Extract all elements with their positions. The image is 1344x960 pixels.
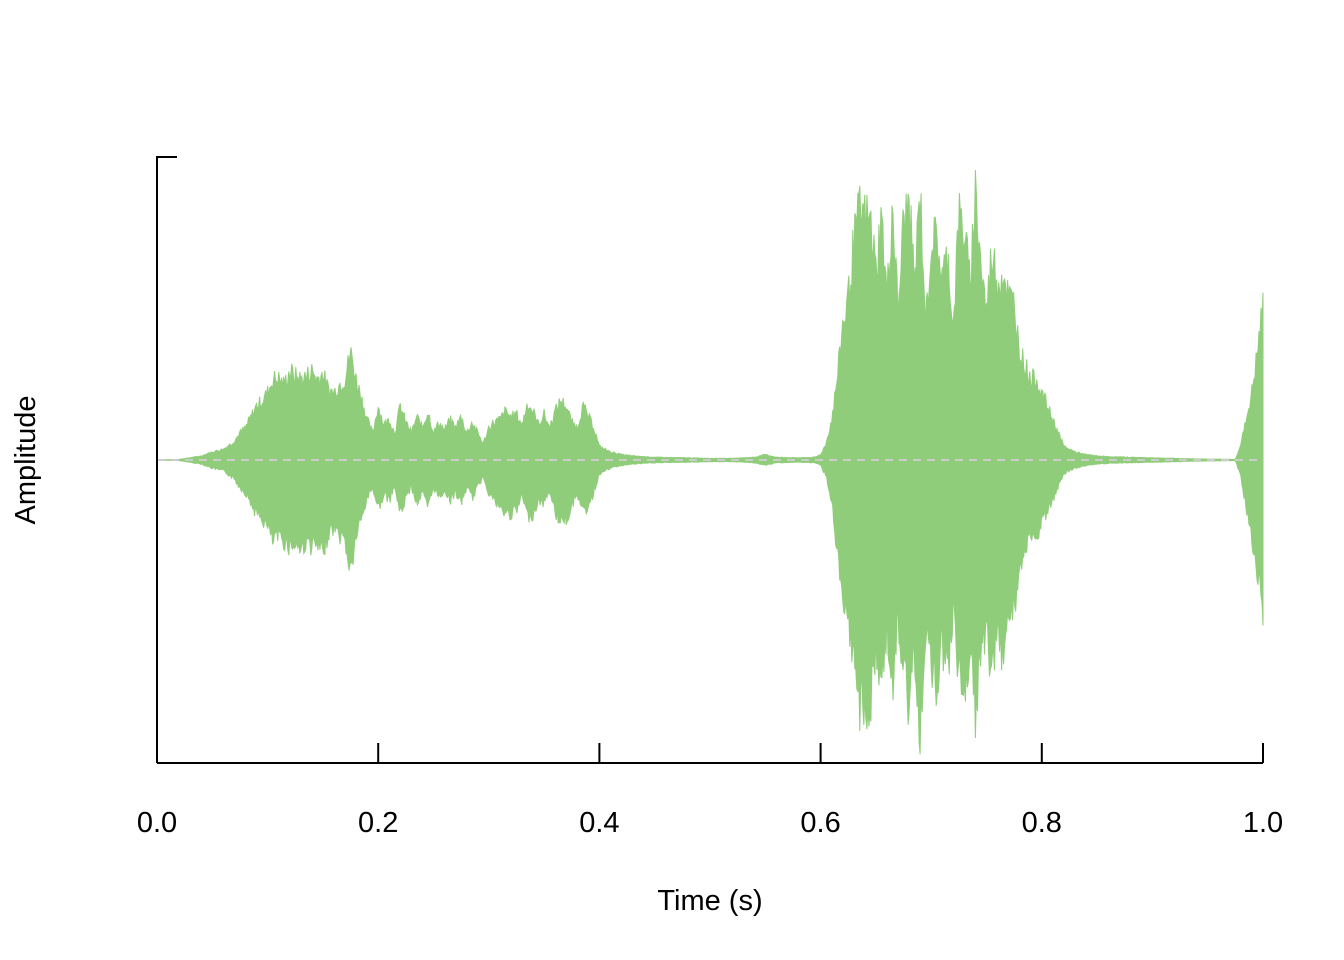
x-tick-label: 1.0 [1243,807,1283,839]
y-axis-line [156,156,177,763]
y-axis-label: Amplitude [10,396,42,525]
x-tick-label: 0.8 [1022,807,1062,839]
x-axis-label: Time (s) [657,885,762,917]
plot-area [157,169,1264,755]
x-axis: 0.0 0.2 0.4 0.6 0.8 1.0 [137,743,1283,839]
waveform-area [157,169,1264,755]
x-tick-label: 0.2 [358,807,398,839]
x-tick-label: 0.0 [137,807,177,839]
x-tick-label: 0.4 [579,807,619,839]
y-axis [156,156,177,763]
x-ticks: 0.0 0.2 0.4 0.6 0.8 1.0 [137,743,1283,839]
x-tick-label: 0.6 [800,807,840,839]
